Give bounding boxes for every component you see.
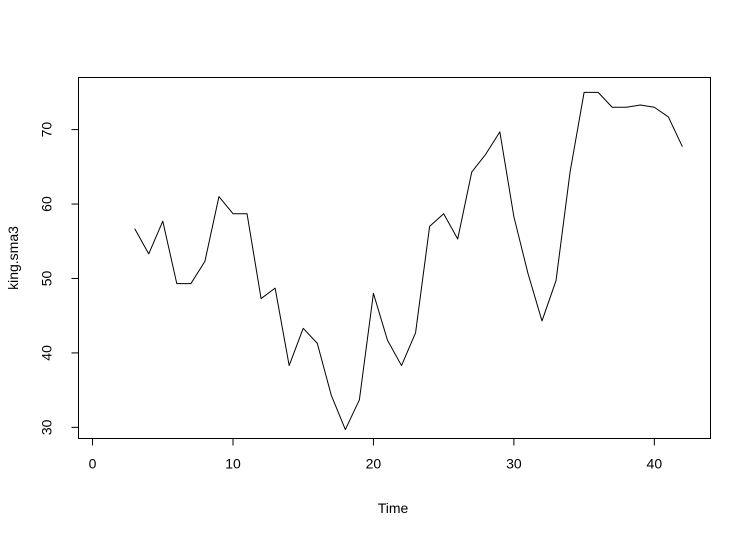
x-tick-label: 40 — [647, 456, 663, 472]
series-line — [134, 91, 683, 431]
y-axis: 30 40 50 60 70 — [39, 122, 79, 435]
x-tick-label: 30 — [506, 456, 522, 472]
plot-box — [78, 77, 711, 439]
x-axis-title: Time — [378, 500, 409, 516]
y-tick-label: 60 — [39, 196, 55, 212]
x-tick-label: 0 — [89, 456, 97, 472]
x-tick-label: 10 — [225, 456, 241, 472]
y-tick-label: 50 — [39, 270, 55, 286]
y-tick-label: 40 — [39, 345, 55, 361]
y-tick-label: 70 — [39, 122, 55, 138]
y-axis-title: king.sma3 — [5, 226, 21, 290]
x-tick-label: 20 — [366, 456, 382, 472]
series-layer — [134, 91, 683, 431]
x-axis: 0 10 20 30 40 — [89, 438, 663, 472]
y-tick-label: 30 — [39, 419, 55, 435]
